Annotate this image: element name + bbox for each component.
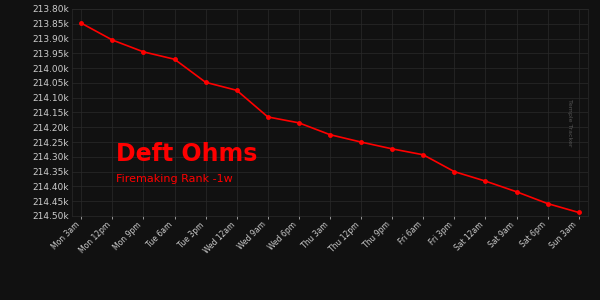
Text: Firemaking Rank -1w: Firemaking Rank -1w [116, 174, 233, 184]
Text: Temple Tracker: Temple Tracker [568, 99, 572, 147]
Text: Deft Ohms: Deft Ohms [116, 142, 257, 166]
